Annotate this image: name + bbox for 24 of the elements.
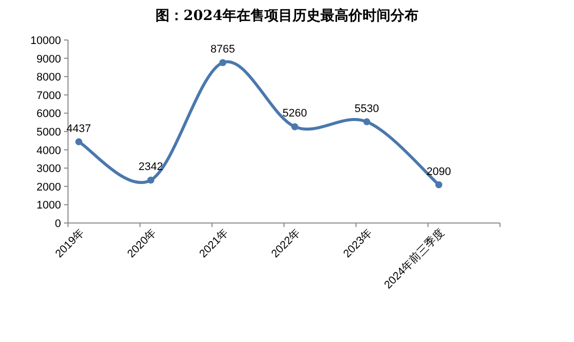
chart-title: 图：2024年在售项目历史最高价时间分布 (156, 7, 418, 24)
y-tick-label: 0 (54, 218, 61, 230)
y-tick-label: 1000 (36, 200, 61, 212)
data-label: 2342 (138, 161, 164, 174)
y-tick-label: 9000 (36, 53, 61, 66)
point (147, 176, 154, 184)
y-tick-label: 6000 (36, 108, 61, 120)
data-label: 5530 (354, 102, 380, 115)
y-tick-label: 8000 (36, 72, 61, 84)
point (219, 59, 226, 66)
point (363, 118, 370, 126)
data-label: 4437 (66, 122, 92, 135)
point (435, 181, 442, 188)
y-tick-label: 4000 (36, 144, 61, 157)
data-label: 8765 (210, 44, 236, 56)
point (291, 123, 298, 130)
y-tick-label: 5000 (36, 126, 61, 138)
y-tick-label: 3000 (36, 163, 61, 176)
point (75, 138, 82, 146)
y-tick-label: 10000 (30, 35, 61, 47)
y-tick-label: 7000 (36, 90, 61, 102)
data-label: 2090 (426, 166, 452, 178)
data-label: 5260 (282, 108, 308, 120)
y-tick-label: 2000 (36, 181, 61, 194)
